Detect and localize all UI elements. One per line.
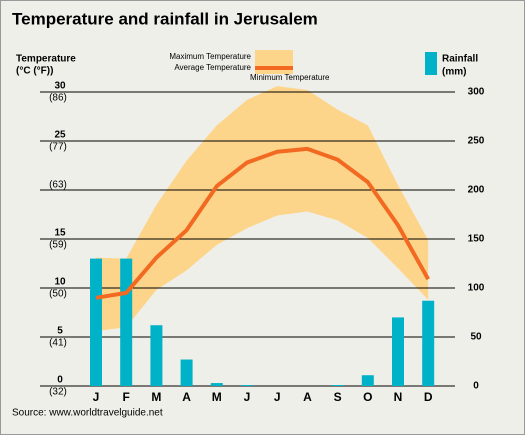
x-tick-label: J [93, 390, 100, 404]
temperature-band [96, 86, 429, 332]
y2-tick-label: 300 [468, 87, 485, 98]
y-tick-label-f: (86) [49, 93, 67, 104]
legend-label: Maximum Temperature [169, 52, 251, 61]
bar [361, 375, 374, 386]
x-tick-label: S [334, 390, 342, 404]
y-tick-label: 10 [54, 277, 66, 288]
y-axis-units: (°C (°F)) [16, 66, 53, 77]
y2-tick-label: 0 [473, 381, 479, 392]
y-tick-label-f: (63) [49, 180, 67, 191]
legend-label: Rainfall [442, 54, 478, 65]
bar [150, 325, 163, 386]
x-tick-label: D [424, 390, 433, 404]
y-tick-label: 25 [54, 130, 66, 141]
x-tick-label: J [274, 390, 281, 404]
bar [90, 258, 102, 386]
y-tick-label: 30 [54, 81, 66, 92]
chart-title: Temperature and rainfall in Jerusalem [12, 9, 318, 28]
y2-tick-label: 100 [468, 283, 485, 294]
bar [120, 258, 133, 386]
y-tick-label-f: (41) [49, 338, 67, 349]
legend-swatch [255, 50, 293, 74]
bar [331, 385, 344, 386]
bar [422, 300, 435, 386]
x-tick-label: A [182, 390, 191, 404]
y-tick-label: 5 [57, 326, 63, 337]
y-tick-label-f: (50) [49, 289, 67, 300]
x-tick-label: M [151, 390, 161, 404]
source: Source: www.worldtravelguide.net [12, 408, 163, 419]
y-axis-title: Temperature [16, 54, 76, 65]
x-tick-label: F [123, 390, 130, 404]
bar [210, 383, 223, 386]
y2-axis-units: (mm) [442, 67, 466, 78]
y-tick-label: 0 [57, 375, 63, 386]
bar [180, 359, 193, 386]
bar [392, 317, 404, 386]
x-tick-label: M [212, 390, 222, 404]
line [95, 146, 430, 300]
legend-label: Minimum Temperature [250, 73, 330, 82]
y2-tick-label: 50 [470, 332, 482, 343]
x-tick-label: O [363, 390, 372, 404]
y2-tick-label: 150 [468, 234, 485, 245]
legend-label: Average Temperature [174, 63, 251, 72]
y2-tick-label: 250 [468, 136, 485, 147]
legend-swatch [425, 52, 437, 75]
x-tick-label: J [244, 390, 251, 404]
y-tick-label-f: (59) [49, 240, 67, 251]
y2-tick-label: 200 [468, 185, 485, 196]
y-tick-label-f: (77) [49, 142, 67, 153]
y-tick-label: 15 [54, 228, 66, 239]
y-tick-label-f: (32) [49, 387, 67, 398]
x-tick-label: N [394, 390, 403, 404]
x-tick-label: A [303, 390, 312, 404]
bar [241, 385, 253, 386]
